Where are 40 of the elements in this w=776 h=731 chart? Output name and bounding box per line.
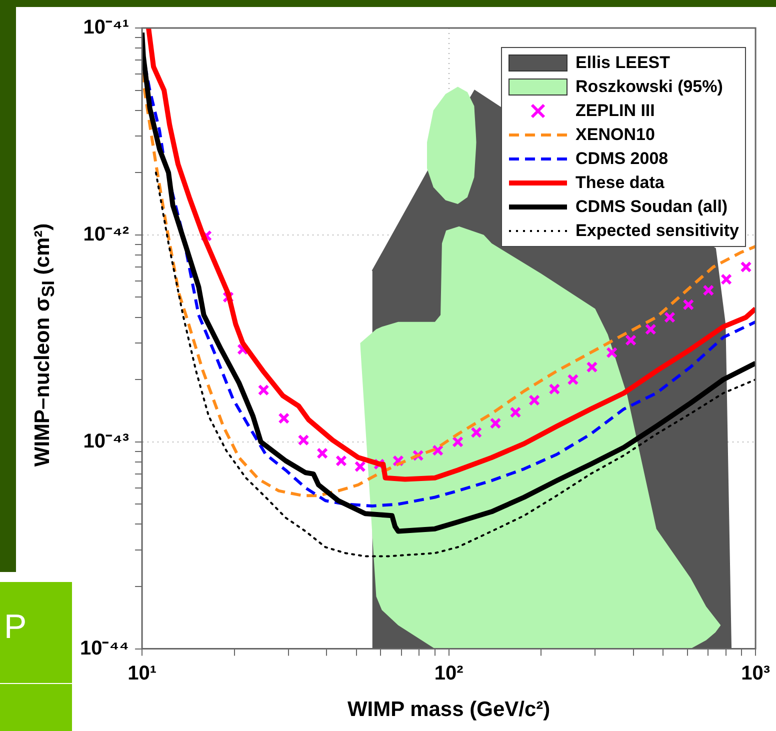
point <box>606 346 618 358</box>
point <box>470 426 482 438</box>
legend-label: Expected sensitivity <box>576 221 739 241</box>
y-tick-label: 10⁻⁴³ <box>83 430 130 452</box>
legend-label: CDMS 2008 <box>576 149 668 169</box>
point <box>702 284 714 296</box>
point <box>720 274 732 286</box>
legend-label: These data <box>576 173 664 193</box>
point <box>740 261 752 273</box>
point <box>567 374 579 386</box>
legend-label: Roszkowski (95%) <box>576 77 723 97</box>
point <box>528 394 540 406</box>
point <box>625 334 637 346</box>
x-axis-title: WIMP mass (GeV/c²) <box>347 698 550 722</box>
point <box>548 383 560 395</box>
point <box>316 448 328 460</box>
legend-label: XENON10 <box>576 125 655 145</box>
legend-label: CDMS Soudan (all) <box>576 197 728 217</box>
point <box>354 460 366 472</box>
point <box>452 436 464 448</box>
point <box>298 434 310 446</box>
x-tick-label: 10³ <box>741 662 770 684</box>
y-tick-label: 10⁻⁴² <box>83 223 130 246</box>
point <box>586 361 598 373</box>
point <box>644 324 656 336</box>
point <box>664 312 676 324</box>
point <box>510 406 522 418</box>
point <box>335 455 347 467</box>
y-tick-label: 10⁻⁴¹ <box>83 16 130 39</box>
y-tick-label: 10⁻⁴⁴ <box>80 637 130 660</box>
point <box>432 444 444 456</box>
x-tick-label: 10² <box>434 662 464 684</box>
x-tick-label: 10¹ <box>128 662 157 684</box>
point <box>682 298 694 310</box>
point <box>490 418 502 430</box>
text: P <box>4 608 27 647</box>
legend-label: ZEPLIN III <box>576 101 655 121</box>
legend-label: Ellis LEEST <box>576 53 670 73</box>
point <box>278 412 290 424</box>
point <box>258 384 270 396</box>
